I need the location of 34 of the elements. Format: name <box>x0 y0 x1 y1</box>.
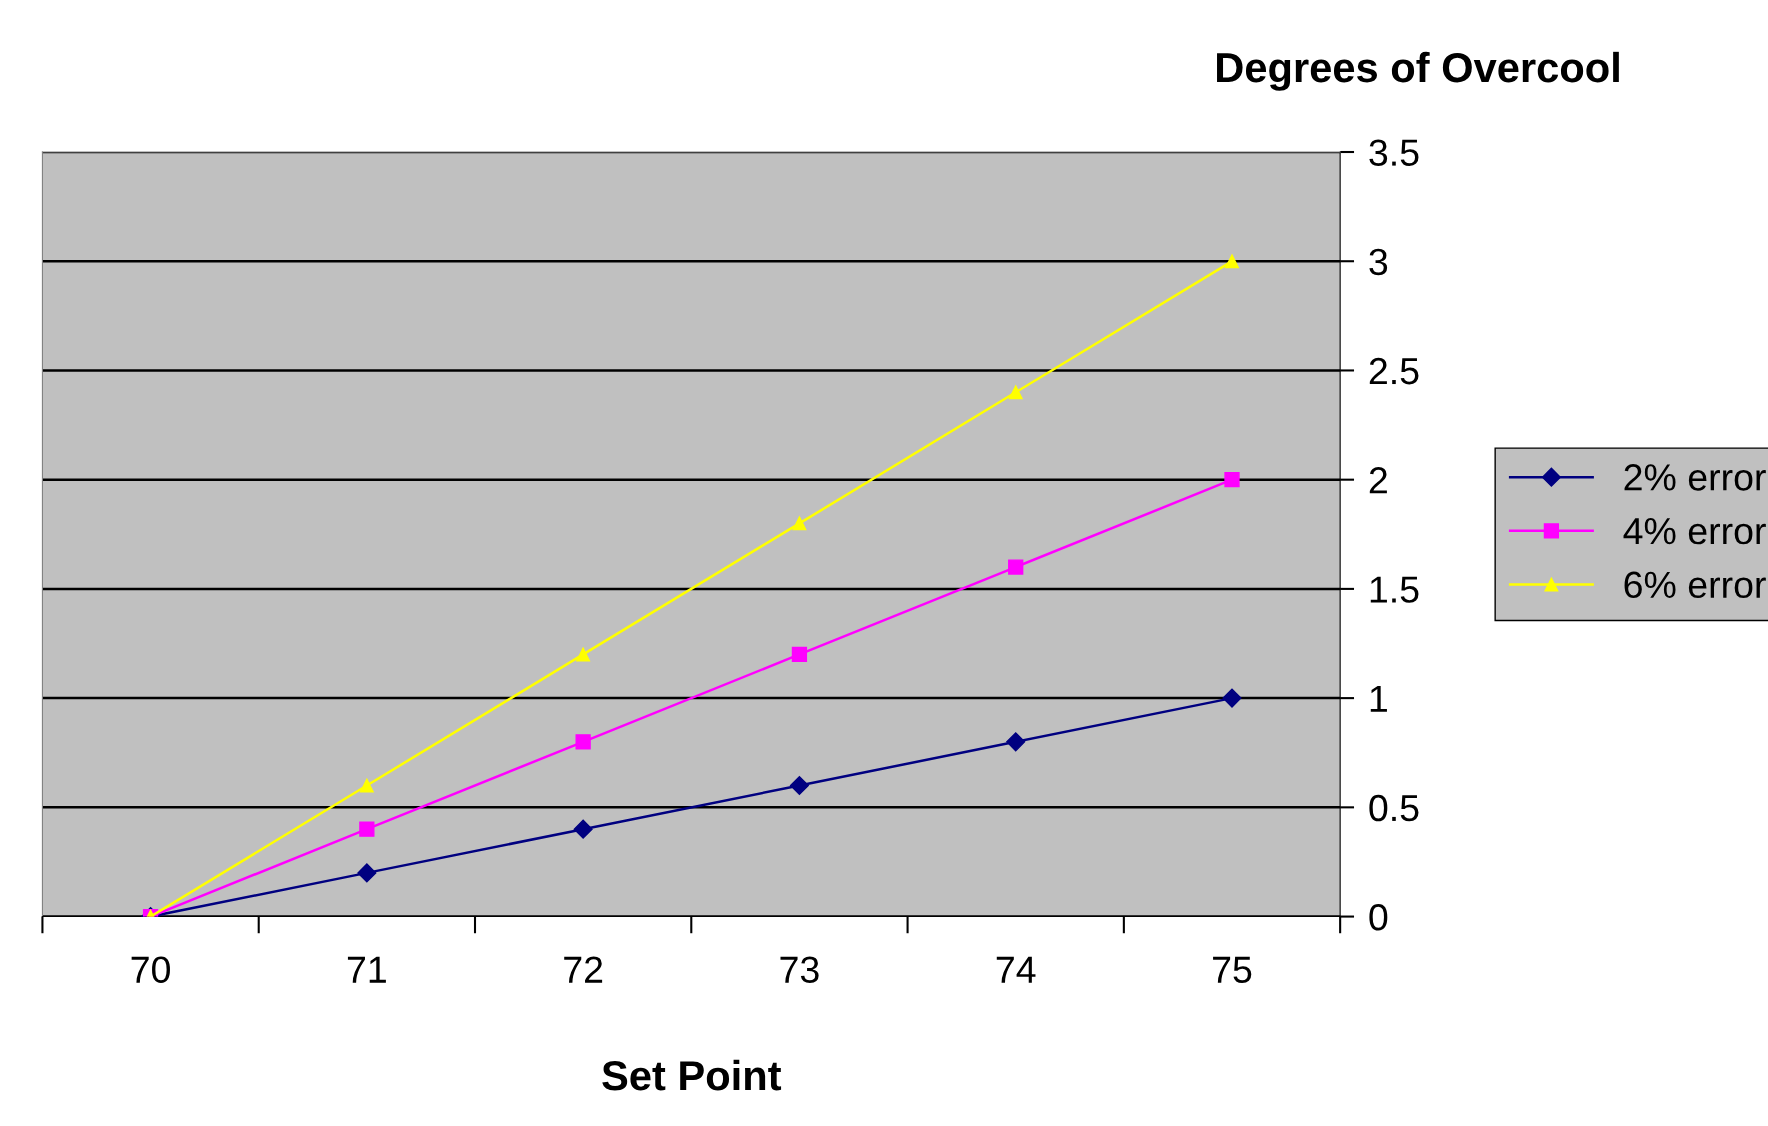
x-tick-label: 71 <box>347 956 386 983</box>
point <box>1224 472 1240 488</box>
point <box>359 778 374 793</box>
point <box>576 647 591 662</box>
y-tick-label: 1 <box>1370 685 1387 712</box>
y-tick-label: 2.5 <box>1369 357 1419 385</box>
point <box>1008 559 1024 575</box>
point <box>1222 688 1242 708</box>
y-tick-label: 3.5 <box>1369 139 1419 166</box>
point <box>575 734 591 750</box>
y-tick-label: 2 <box>1369 467 1387 494</box>
point <box>791 646 808 663</box>
y-tick-label: 1.5 <box>1370 576 1419 603</box>
point <box>1225 254 1239 269</box>
y-tick-label: 3 <box>1369 248 1388 276</box>
point <box>573 819 593 839</box>
point <box>1008 385 1023 400</box>
legend-label: 4% error <box>1623 517 1766 545</box>
point <box>357 863 377 883</box>
x-axis-title: Set Point <box>602 1059 782 1091</box>
point <box>1006 732 1026 752</box>
x-tick-label: 73 <box>780 956 819 983</box>
x-tick-label: 75 <box>1213 956 1252 983</box>
x-tick-label: 70 <box>131 956 170 983</box>
point <box>359 821 375 837</box>
y-tick-label: 0.5 <box>1369 794 1419 822</box>
legend-label: 6% error <box>1624 571 1766 599</box>
legend-label: 2% error <box>1624 464 1766 491</box>
point <box>792 516 807 531</box>
point <box>789 775 809 796</box>
x-tick-label: 74 <box>996 956 1036 983</box>
x-tick-label: 72 <box>564 956 603 983</box>
y-tick-label: 0 <box>1369 903 1388 931</box>
y-axis-title: Degrees of Overcool <box>1217 51 1619 91</box>
